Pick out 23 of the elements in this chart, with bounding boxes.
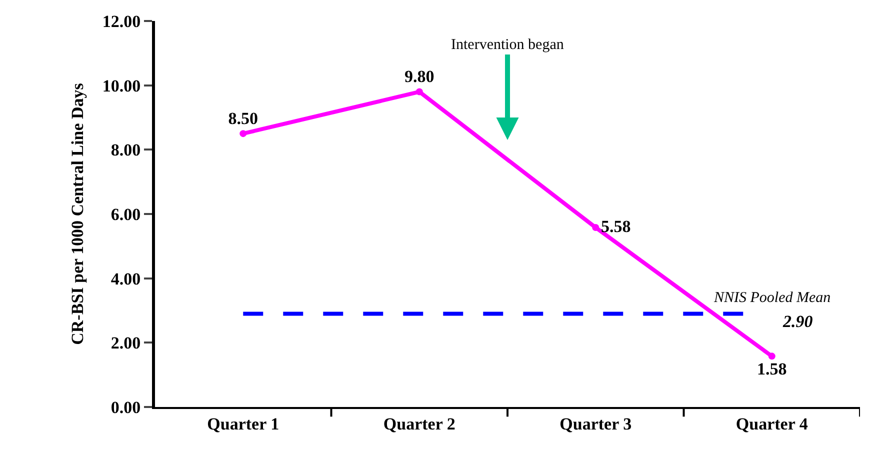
y-tick-label: 6.00 (110, 204, 141, 224)
x-tick-label: Quarter 2 (383, 414, 456, 434)
point (240, 130, 247, 138)
y-tick-label: 8.00 (110, 140, 141, 160)
y-tick-label: 10.00 (102, 76, 141, 96)
data-label: 5.58 (601, 216, 631, 236)
data-label: 1.58 (757, 359, 787, 378)
y-tick-label: 2.00 (110, 334, 141, 353)
y-tick-label: 4.00 (110, 269, 141, 288)
y-axis-title: CR-BSI per 1000 Central Line Days (68, 82, 87, 345)
data-label: 8.50 (228, 108, 258, 128)
data-label: 9.80 (404, 67, 434, 86)
point (592, 224, 600, 232)
annotation: Intervention began (451, 37, 564, 53)
x-tick-label: Quarter 1 (207, 414, 280, 434)
x-tick-label: Quarter 3 (560, 414, 632, 434)
y-tick-label: 0.00 (110, 398, 141, 417)
y-tick-label: 12.00 (102, 12, 141, 31)
annotation: 2.90 (782, 312, 814, 331)
point (416, 88, 423, 96)
point (768, 352, 776, 360)
x-tick-label: Quarter 4 (736, 414, 808, 434)
ref-line-label: NNIS Pooled Mean (713, 290, 831, 306)
